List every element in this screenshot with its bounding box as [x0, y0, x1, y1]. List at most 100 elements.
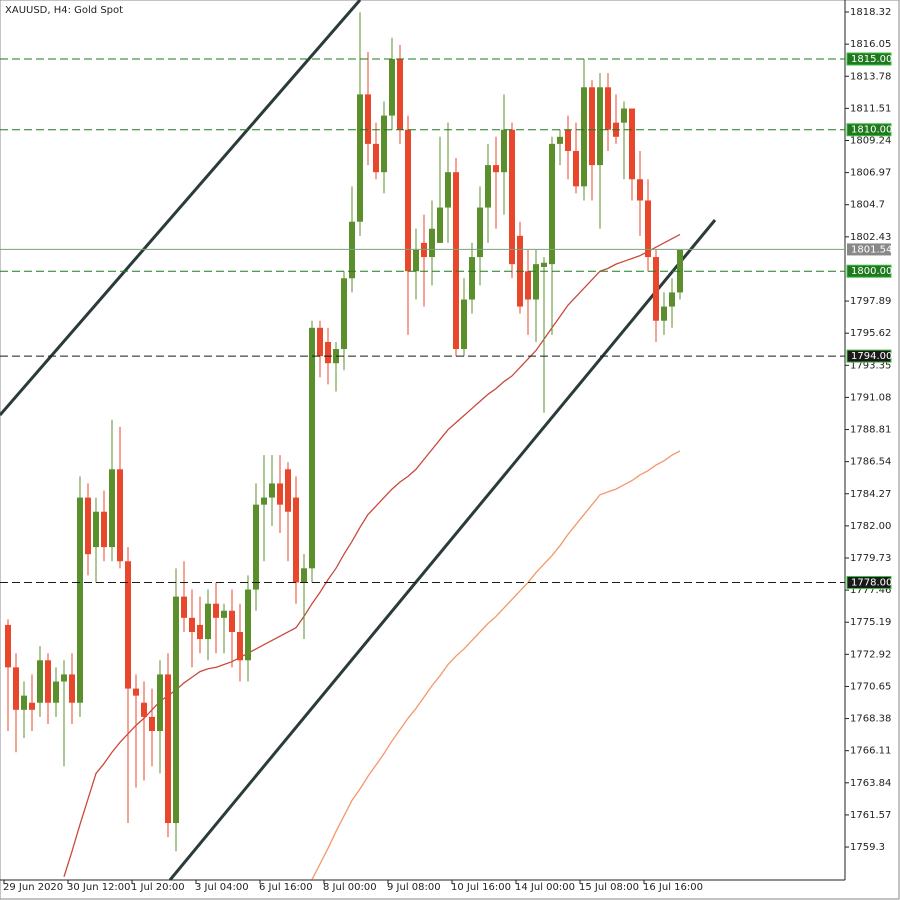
- candle-body: [413, 249, 419, 272]
- candle-body: [573, 150, 579, 187]
- y-tick-label: 1802.43: [850, 232, 891, 243]
- candle-body: [485, 165, 491, 208]
- candle-body: [501, 129, 507, 173]
- candle-body: [141, 702, 147, 717]
- candle-body: [597, 87, 603, 166]
- candle-body: [37, 660, 43, 703]
- y-tick-label: 1759.3: [850, 842, 885, 853]
- chart-title: XAUUSD, H4: Gold Spot: [5, 5, 123, 16]
- candle-body: [341, 278, 347, 350]
- x-tick-label: 15 Jul 08:00: [579, 882, 639, 893]
- candle-body: [445, 172, 451, 208]
- candle-body: [277, 483, 283, 505]
- y-tick-label: 1782.00: [850, 521, 891, 532]
- candle-body: [453, 172, 459, 350]
- candle-body: [645, 200, 651, 258]
- y-tick-label: 1766.11: [850, 746, 891, 757]
- candle-body: [29, 702, 35, 710]
- candle-body: [669, 292, 675, 307]
- level-label-box: [846, 575, 892, 589]
- candle-body: [373, 143, 379, 173]
- y-tick-label: 1797.89: [850, 296, 891, 307]
- candle-body: [181, 596, 187, 618]
- candle-body: [285, 469, 291, 512]
- candle-body: [309, 327, 315, 569]
- candle-body: [21, 695, 27, 710]
- candle-body: [661, 306, 667, 321]
- candle-body: [61, 674, 67, 682]
- candle-body: [101, 511, 107, 548]
- candle-body: [525, 271, 531, 300]
- y-tick-label: 1784.27: [850, 489, 891, 500]
- y-tick-label: 1775.19: [850, 617, 891, 628]
- level-label: 1794.00: [851, 351, 892, 362]
- last-price-box: [847, 243, 891, 256]
- candle-body: [429, 228, 435, 258]
- candle-body: [629, 108, 635, 180]
- level-label-box: [846, 349, 892, 363]
- candle-body: [109, 469, 115, 548]
- y-tick-label: 1779.73: [850, 553, 891, 564]
- candle-body: [269, 483, 275, 498]
- x-tick-label: 3 Jul 04:00: [195, 882, 249, 893]
- candle-body: [221, 610, 227, 618]
- candle-body: [13, 667, 19, 710]
- y-tick-label: 1777.46: [850, 585, 891, 596]
- candle-body: [5, 624, 11, 668]
- y-tick-label: 1761.57: [850, 810, 891, 821]
- candle-body: [173, 596, 179, 823]
- candle-body: [549, 143, 555, 265]
- x-tick-label: 14 Jul 00:00: [515, 882, 575, 893]
- level-label-box: [846, 52, 892, 66]
- y-tick-label: 1786.54: [850, 457, 891, 468]
- candle-body: [77, 497, 83, 703]
- x-tick-label: 8 Jul 00:00: [323, 882, 377, 893]
- candle-body: [461, 299, 467, 350]
- candle-body: [589, 87, 595, 166]
- trend-line: [168, 219, 717, 880]
- y-tick-label: 1809.24: [850, 135, 891, 146]
- candle-body: [533, 264, 539, 300]
- y-tick-label: 1811.51: [850, 103, 891, 114]
- y-tick-label: 1813.78: [850, 71, 891, 82]
- candle-body: [509, 129, 515, 265]
- x-tick-label: 9 Jul 08:00: [387, 882, 441, 893]
- y-tick-label: 1788.81: [850, 425, 891, 436]
- candle-body: [261, 497, 267, 505]
- level-label: 1815.00: [851, 54, 892, 65]
- candle-body: [421, 242, 427, 258]
- candle-body: [93, 511, 99, 548]
- y-tick-label: 1793.35: [850, 360, 891, 371]
- candle-body: [53, 681, 59, 703]
- candle-body: [437, 207, 443, 243]
- x-tick-label: 6 Jul 16:00: [259, 882, 313, 893]
- candle-body: [133, 688, 139, 696]
- last-price-label: 1801.54: [851, 244, 892, 255]
- candle-body: [621, 108, 627, 123]
- candle-body: [581, 87, 587, 187]
- candle-body: [157, 674, 163, 732]
- x-tick-label: 30 Jun 12:00: [67, 882, 131, 893]
- candle-body: [557, 136, 563, 144]
- candle-body: [565, 129, 571, 151]
- candle-body: [325, 341, 331, 364]
- level-label-box: [846, 264, 892, 278]
- level-label: 1778.00: [851, 577, 892, 588]
- candle-body: [469, 257, 475, 300]
- y-tick-label: 1818.32: [850, 7, 891, 18]
- candle-body: [653, 257, 659, 321]
- candle-body: [493, 165, 499, 173]
- y-tick-label: 1806.97: [850, 168, 891, 179]
- x-tick-label: 29 Jun 2020: [3, 882, 63, 893]
- candle-body: [637, 179, 643, 201]
- candle-body: [381, 115, 387, 173]
- candle-body: [45, 660, 51, 703]
- y-tick-label: 1768.38: [850, 714, 891, 725]
- candle-body: [405, 129, 411, 272]
- candle-body: [293, 497, 299, 583]
- level-label-box: [846, 123, 892, 137]
- y-tick-label: 1772.92: [850, 649, 891, 660]
- y-tick-label: 1791.08: [850, 392, 891, 403]
